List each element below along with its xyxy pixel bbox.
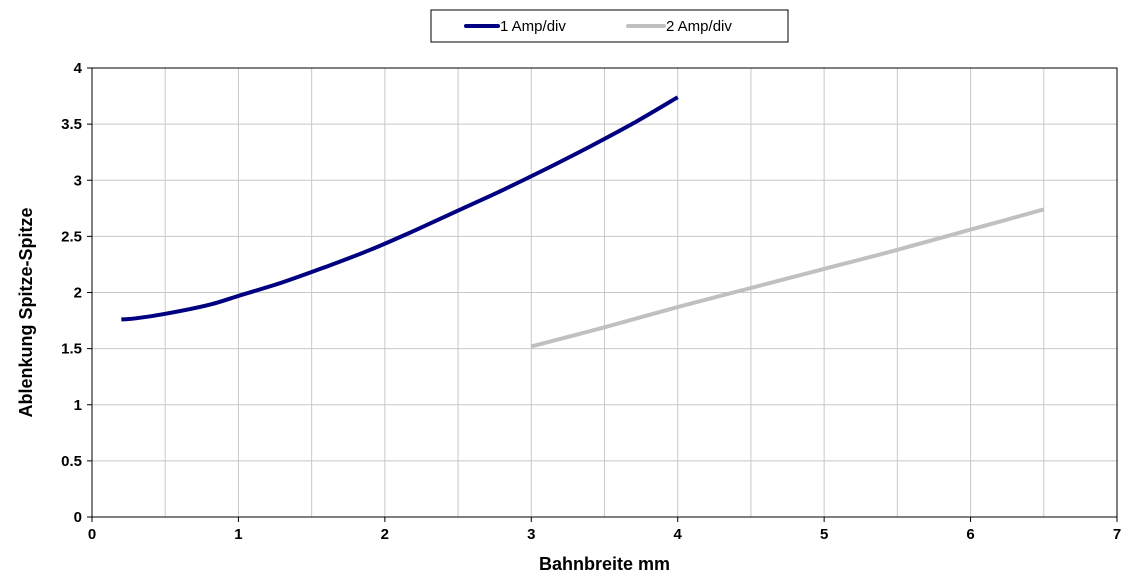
legend-label-1-amp-div: 1 Amp/div bbox=[500, 18, 566, 35]
y-tick-label: 1 bbox=[74, 397, 82, 414]
legend-label-2-amp-div: 2 Amp/div bbox=[666, 18, 732, 35]
x-tick-label: 2 bbox=[381, 526, 389, 543]
x-tick-label: 5 bbox=[820, 526, 828, 543]
grid bbox=[92, 67, 1117, 517]
y-tick-label: 3.5 bbox=[61, 116, 82, 133]
x-tick-label: 3 bbox=[527, 526, 535, 543]
x-axis-title: Bahnbreite mm bbox=[539, 554, 670, 574]
series-line-1-amp-div bbox=[121, 95, 679, 322]
legend: 1 Amp/div 2 Amp/div bbox=[430, 9, 789, 43]
y-tick-label: 1.5 bbox=[61, 341, 82, 358]
y-tick-label: 0.5 bbox=[61, 453, 82, 470]
x-tick-label: 6 bbox=[966, 526, 974, 543]
x-tick-label: 0 bbox=[88, 526, 96, 543]
x-tick-label: 1 bbox=[234, 526, 242, 543]
y-tick-label: 4 bbox=[74, 60, 83, 77]
y-tick-label: 3 bbox=[74, 172, 82, 189]
axes bbox=[87, 67, 1118, 522]
x-tick-label: 4 bbox=[674, 526, 683, 543]
series-layer bbox=[121, 95, 1045, 349]
y-tick-label: 2.5 bbox=[61, 228, 82, 245]
x-tick-labels: 0 1 2 3 4 5 6 7 bbox=[88, 526, 1121, 543]
x-tick-label: 7 bbox=[1113, 526, 1121, 543]
y-tick-label: 0 bbox=[74, 509, 82, 526]
series-line-2-amp-div bbox=[530, 207, 1045, 349]
y-tick-labels: 0 0.5 1 1.5 2 2.5 3 3.5 4 bbox=[61, 60, 83, 526]
y-tick-label: 2 bbox=[74, 285, 82, 302]
y-axis-title: Ablenkung Spitze-Spitze bbox=[16, 207, 36, 417]
